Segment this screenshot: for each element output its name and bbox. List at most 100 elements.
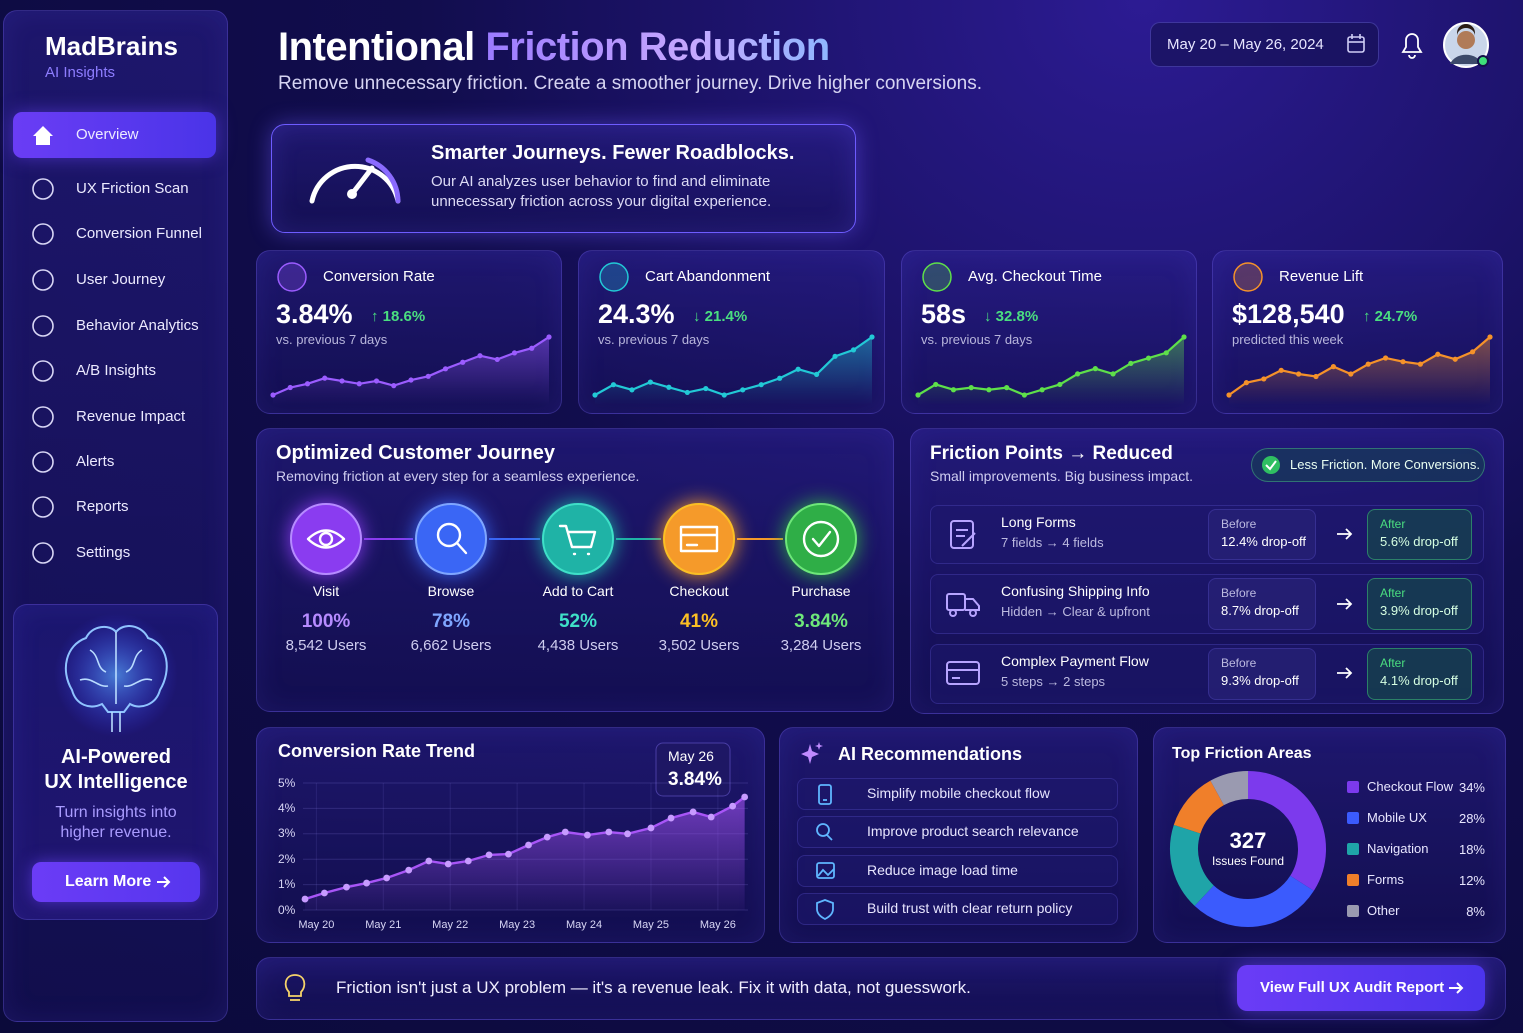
arrow-icon <box>157 876 171 888</box>
friction-row-title: Complex Payment Flow <box>1001 653 1149 670</box>
before-value: 12.4% drop-off <box>1221 533 1307 549</box>
step-percent: 52% <box>558 611 598 633</box>
nav-icon <box>32 269 54 291</box>
recommendation-icons <box>816 784 835 921</box>
step-percent: 78% <box>431 611 471 633</box>
sparkline-point <box>1181 334 1187 340</box>
sparkline-point <box>408 377 414 383</box>
recommendation[interactable]: Simplify mobile checkout flow <box>867 785 1050 802</box>
hero-title: Smarter Journeys. Fewer Roadblocks. <box>431 142 795 164</box>
nav-icon <box>32 406 54 428</box>
friction-row-title: Confusing Shipping Info <box>1001 583 1150 600</box>
calendar-icon[interactable] <box>1347 34 1365 53</box>
nav-item[interactable]: User Journey <box>76 270 166 288</box>
step-icon <box>436 522 468 555</box>
friction-row-detail: 7 fields → 4 fields <box>1001 534 1104 550</box>
page-subtitle: Remove unnecessary friction. Create a sm… <box>278 73 983 94</box>
kpi-note: vs. previous 7 days <box>276 331 388 347</box>
nav-item[interactable]: Reports <box>76 497 129 515</box>
step-icon <box>679 525 719 553</box>
legend-label: Forms <box>1367 871 1404 887</box>
recommendation[interactable]: Improve product search relevance <box>867 823 1079 840</box>
kpi-change: ↑ 24.7% <box>1363 307 1418 325</box>
sparkline-point <box>1417 361 1423 367</box>
nav-item[interactable]: Revenue Impact <box>76 407 186 425</box>
title-highlight: Friction Reduction <box>485 25 830 69</box>
kpi-value: 24.3% <box>598 299 675 330</box>
nav-item[interactable]: Behavior Analytics <box>76 316 199 334</box>
after-label: After <box>1380 516 1406 531</box>
step-users: 8,542 Users <box>285 636 367 654</box>
sparkline-point <box>1075 371 1081 377</box>
trend-point <box>343 883 350 891</box>
audit-button-label[interactable]: View Full UX Audit Report <box>1260 978 1445 996</box>
legend-swatch <box>1347 874 1359 886</box>
promo-text: Turn insights into <box>55 804 177 822</box>
after-box <box>1367 578 1472 630</box>
after-box <box>1367 648 1472 700</box>
sparkline-point <box>1021 392 1027 398</box>
sparkline-point <box>1057 381 1063 388</box>
bell-icon[interactable] <box>1401 33 1423 59</box>
legend-value: 8% <box>1466 903 1485 919</box>
audit-button[interactable] <box>1237 965 1485 1011</box>
nav-item[interactable]: A/B Insights <box>76 361 157 379</box>
journey-subtitle: Removing friction at every step for a se… <box>276 468 640 485</box>
friction-row-detail: Hidden → Clear & upfront <box>1001 603 1150 619</box>
sparkline-point <box>933 381 939 388</box>
sparkline-point <box>795 366 801 372</box>
sparkline-point <box>666 384 672 390</box>
nav-item[interactable]: Overview <box>76 125 139 143</box>
nav-item[interactable]: Alerts <box>76 452 115 470</box>
nav-item[interactable]: Settings <box>76 543 131 561</box>
learn-more-button[interactable] <box>32 862 200 902</box>
donut-segment <box>1170 824 1215 906</box>
bulb-icon <box>284 974 306 1001</box>
legend-swatch <box>1347 905 1359 917</box>
date-picker[interactable] <box>1150 22 1379 67</box>
recommendation[interactable]: Build trust with clear return policy <box>867 900 1073 917</box>
step-users: 4,438 Users <box>537 636 619 654</box>
kpi-value: $128,540 <box>1232 299 1345 330</box>
recommendation-row[interactable] <box>797 816 1118 848</box>
recommendation-row[interactable] <box>797 778 1118 810</box>
sparkline-point <box>1452 356 1458 362</box>
sparkline-point <box>425 373 431 379</box>
step-circle <box>290 503 362 575</box>
nav-item[interactable]: UX Friction Scan <box>76 179 189 197</box>
sparkline-point <box>610 382 617 388</box>
step-icon <box>306 529 346 549</box>
sparkline-point <box>1261 376 1267 382</box>
nav-icon <box>33 126 53 145</box>
step-circle <box>785 503 857 575</box>
step-label: Checkout <box>669 583 729 600</box>
nav-icon <box>32 451 54 473</box>
sparkline-point <box>477 353 483 359</box>
avatar[interactable] <box>1443 22 1489 68</box>
kpi-icon <box>599 262 629 292</box>
sparkline-point <box>1226 392 1232 398</box>
step-icon <box>558 524 597 556</box>
after-value: 3.9% drop-off <box>1380 602 1458 618</box>
sparkline-point <box>869 334 875 340</box>
gauge-icon <box>309 157 401 204</box>
x-tick-label: May 24 <box>566 919 603 932</box>
learn-more-label[interactable]: Learn More <box>65 873 152 891</box>
nav-item[interactable]: Conversion Funnel <box>76 224 202 242</box>
trend-point <box>444 860 452 868</box>
step-circle <box>663 503 735 575</box>
recommendation-row[interactable] <box>797 893 1118 925</box>
trend-point <box>741 793 749 801</box>
sparkline-point <box>1487 334 1493 340</box>
recommendation-row[interactable] <box>797 855 1118 887</box>
sparkline-point <box>1110 371 1116 377</box>
sparkline-point <box>1092 366 1098 372</box>
promo-title: AI-Powered <box>60 745 172 768</box>
recommendation[interactable]: Reduce image load time <box>867 862 1018 879</box>
trend-point <box>667 814 675 822</box>
kpi-change: ↑ 18.6% <box>371 307 426 325</box>
kpi-note: vs. previous 7 days <box>921 331 1033 347</box>
date-range[interactable]: May 20 – May 26, 2024 <box>1167 36 1324 53</box>
brand-tagline: AI Insights <box>45 64 116 81</box>
sparkline-point <box>373 378 380 384</box>
